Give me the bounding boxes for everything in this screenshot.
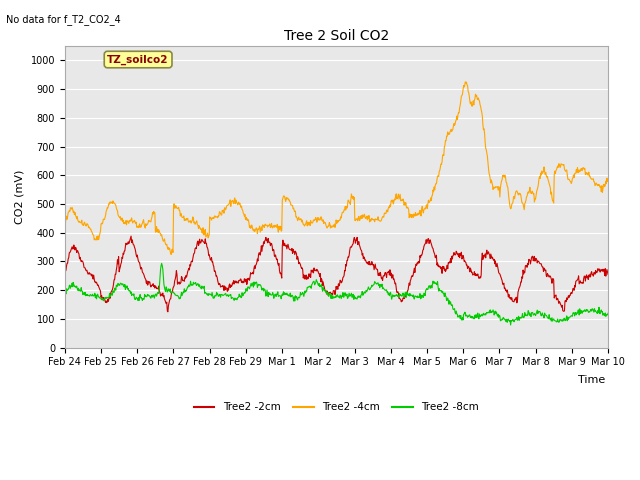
Tree2 -4cm: [287, 202, 294, 208]
Tree2 -4cm: [168, 252, 175, 257]
Tree2 -2cm: [587, 274, 595, 280]
Tree2 -4cm: [87, 226, 95, 232]
Tree2 -4cm: [587, 175, 595, 181]
Tree2 -8cm: [287, 294, 294, 300]
Tree2 -8cm: [163, 284, 170, 290]
Tree2 -8cm: [87, 292, 95, 298]
Line: Tree2 -2cm: Tree2 -2cm: [65, 236, 608, 312]
Tree2 -2cm: [164, 309, 172, 315]
Tree2 -2cm: [127, 233, 135, 239]
Tree2 -8cm: [587, 307, 595, 312]
Tree2 -2cm: [287, 247, 295, 253]
Title: Tree 2 Soil CO2: Tree 2 Soil CO2: [284, 29, 389, 43]
Line: Tree2 -8cm: Tree2 -8cm: [65, 264, 608, 325]
Tree2 -8cm: [604, 311, 612, 316]
Text: No data for f_T2_CO2_4: No data for f_T2_CO2_4: [6, 14, 121, 25]
Text: TZ_soilco2: TZ_soilco2: [108, 54, 169, 65]
Tree2 -8cm: [381, 288, 389, 293]
Tree2 -8cm: [507, 322, 515, 328]
Tree2 -4cm: [461, 79, 469, 84]
Tree2 -2cm: [604, 272, 612, 277]
X-axis label: Time: Time: [578, 375, 605, 385]
Tree2 -4cm: [61, 221, 68, 227]
Y-axis label: CO2 (mV): CO2 (mV): [15, 169, 25, 224]
Tree2 -4cm: [578, 168, 586, 173]
Tree2 -2cm: [87, 271, 95, 276]
Tree2 -4cm: [381, 211, 389, 216]
Legend: Tree2 -2cm, Tree2 -4cm, Tree2 -8cm: Tree2 -2cm, Tree2 -4cm, Tree2 -8cm: [189, 398, 483, 417]
Tree2 -2cm: [163, 300, 170, 306]
Tree2 -8cm: [578, 311, 586, 316]
Tree2 -4cm: [604, 177, 612, 183]
Tree2 -2cm: [61, 269, 68, 275]
Tree2 -8cm: [61, 292, 68, 298]
Tree2 -8cm: [158, 261, 166, 266]
Line: Tree2 -4cm: Tree2 -4cm: [65, 82, 608, 254]
Tree2 -4cm: [162, 241, 170, 247]
Tree2 -2cm: [382, 272, 390, 277]
Tree2 -2cm: [578, 280, 586, 286]
